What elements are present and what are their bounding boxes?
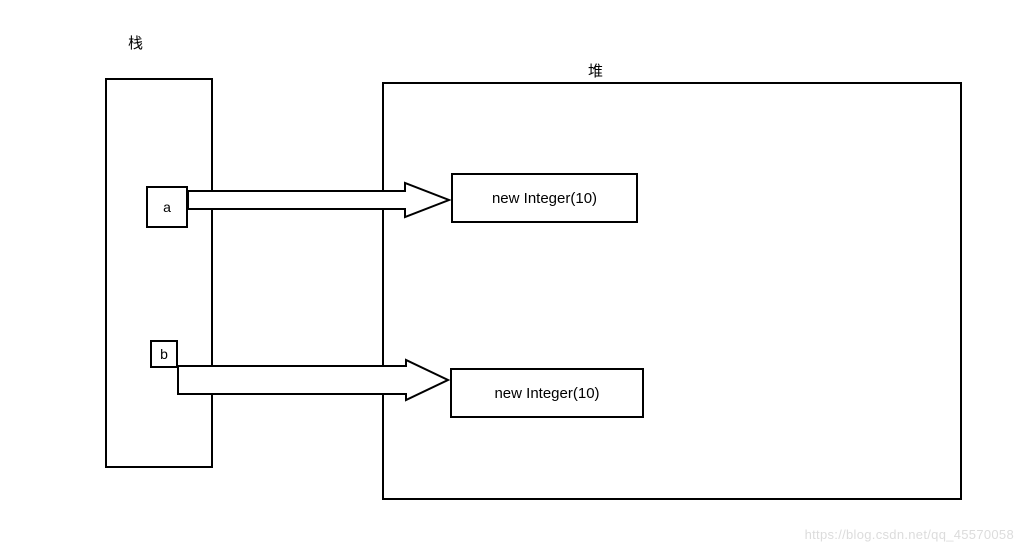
stack-var-a-label: a (163, 199, 171, 215)
arrow-b-to-obj2 (176, 358, 450, 402)
arrow-a-to-obj1 (186, 181, 451, 219)
watermark: https://blog.csdn.net/qq_45570058 (805, 527, 1014, 542)
heap-container (382, 82, 962, 500)
heap-object-1-text: new Integer(10) (492, 190, 597, 207)
heap-object-2-text: new Integer(10) (494, 385, 599, 402)
stack-var-a: a (146, 186, 188, 228)
heap-object-2: new Integer(10) (450, 368, 644, 418)
stack-container (105, 78, 213, 468)
stack-title: 栈 (128, 32, 143, 53)
stack-var-b: b (150, 340, 178, 368)
stack-var-b-label: b (160, 346, 168, 362)
heap-title: 堆 (588, 60, 603, 81)
heap-object-1: new Integer(10) (451, 173, 638, 223)
